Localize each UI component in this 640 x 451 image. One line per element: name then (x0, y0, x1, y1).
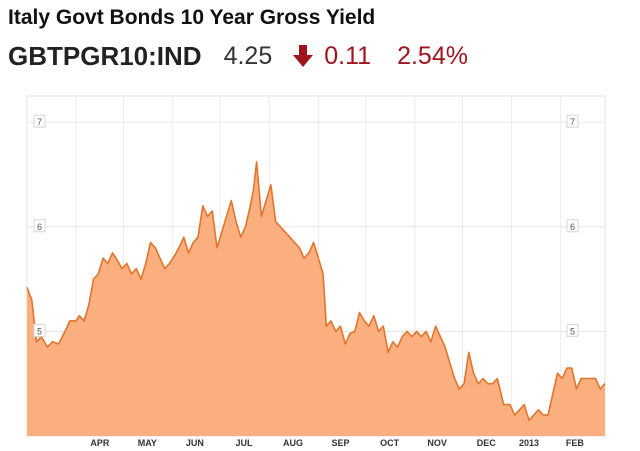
x-tick-label: SEP (332, 438, 350, 448)
ticker-symbol: GBTPGR10:IND (8, 40, 202, 71)
net-change: 0.11 (324, 41, 372, 70)
x-tick-label: FEB (566, 438, 585, 448)
y-tick-box-right (566, 114, 579, 128)
x-tick-label: 2013 (519, 438, 539, 448)
y-tick-box-left (33, 114, 46, 128)
y-tick-box-right (566, 323, 579, 337)
y-tick-label-left: 5 (37, 326, 42, 336)
arrow-down-icon (293, 45, 314, 67)
quote-bar: GBTPGR10:IND 4.25 0.11 2.54% (8, 40, 468, 72)
last-price: 4.25 (223, 41, 273, 70)
y-tick-label-right: 6 (570, 222, 575, 232)
x-tick-label: AUG (283, 438, 303, 448)
x-tick-label: DEC (477, 438, 497, 448)
y-tick-label-left: 6 (37, 222, 42, 232)
y-tick-label-right: 7 (570, 117, 575, 127)
y-tick-box-left (33, 219, 46, 233)
x-tick-label: MAY (138, 438, 157, 448)
chart-title: Italy Govt Bonds 10 Year Gross Yield (8, 6, 376, 29)
x-tick-label: APR (90, 438, 110, 448)
percent-change: 2.54% (397, 41, 468, 70)
y-tick-label-right: 5 (570, 326, 575, 336)
x-tick-label: NOV (427, 438, 447, 448)
x-tick-label: OCT (380, 438, 400, 448)
y-tick-box-right (566, 219, 579, 233)
y-tick-label-left: 7 (37, 117, 42, 127)
series-area (27, 161, 605, 436)
x-tick-label: JUN (186, 438, 204, 448)
y-tick-box-left (33, 323, 46, 337)
series-line (26, 161, 606, 422)
x-tick-label: JUL (235, 438, 253, 448)
